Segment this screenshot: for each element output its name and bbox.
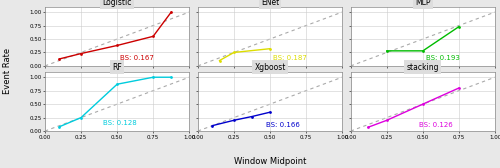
Text: BS: 0.166: BS: 0.166	[266, 122, 300, 128]
Title: RF: RF	[112, 63, 122, 72]
Text: BS: 0.193: BS: 0.193	[426, 55, 460, 60]
Title: MLP: MLP	[415, 0, 430, 7]
Text: BS: 0.126: BS: 0.126	[418, 122, 452, 128]
Title: ENet: ENet	[261, 0, 279, 7]
Text: BS: 0.167: BS: 0.167	[120, 55, 154, 60]
Title: Xgboost: Xgboost	[254, 63, 286, 72]
Text: Event Rate: Event Rate	[2, 48, 12, 94]
Title: Logistic: Logistic	[102, 0, 132, 7]
Text: Window Midpoint: Window Midpoint	[234, 157, 306, 166]
Title: stacking: stacking	[406, 63, 439, 72]
Text: BS: 0.128: BS: 0.128	[102, 120, 136, 126]
Text: BS: 0.187: BS: 0.187	[273, 55, 307, 60]
